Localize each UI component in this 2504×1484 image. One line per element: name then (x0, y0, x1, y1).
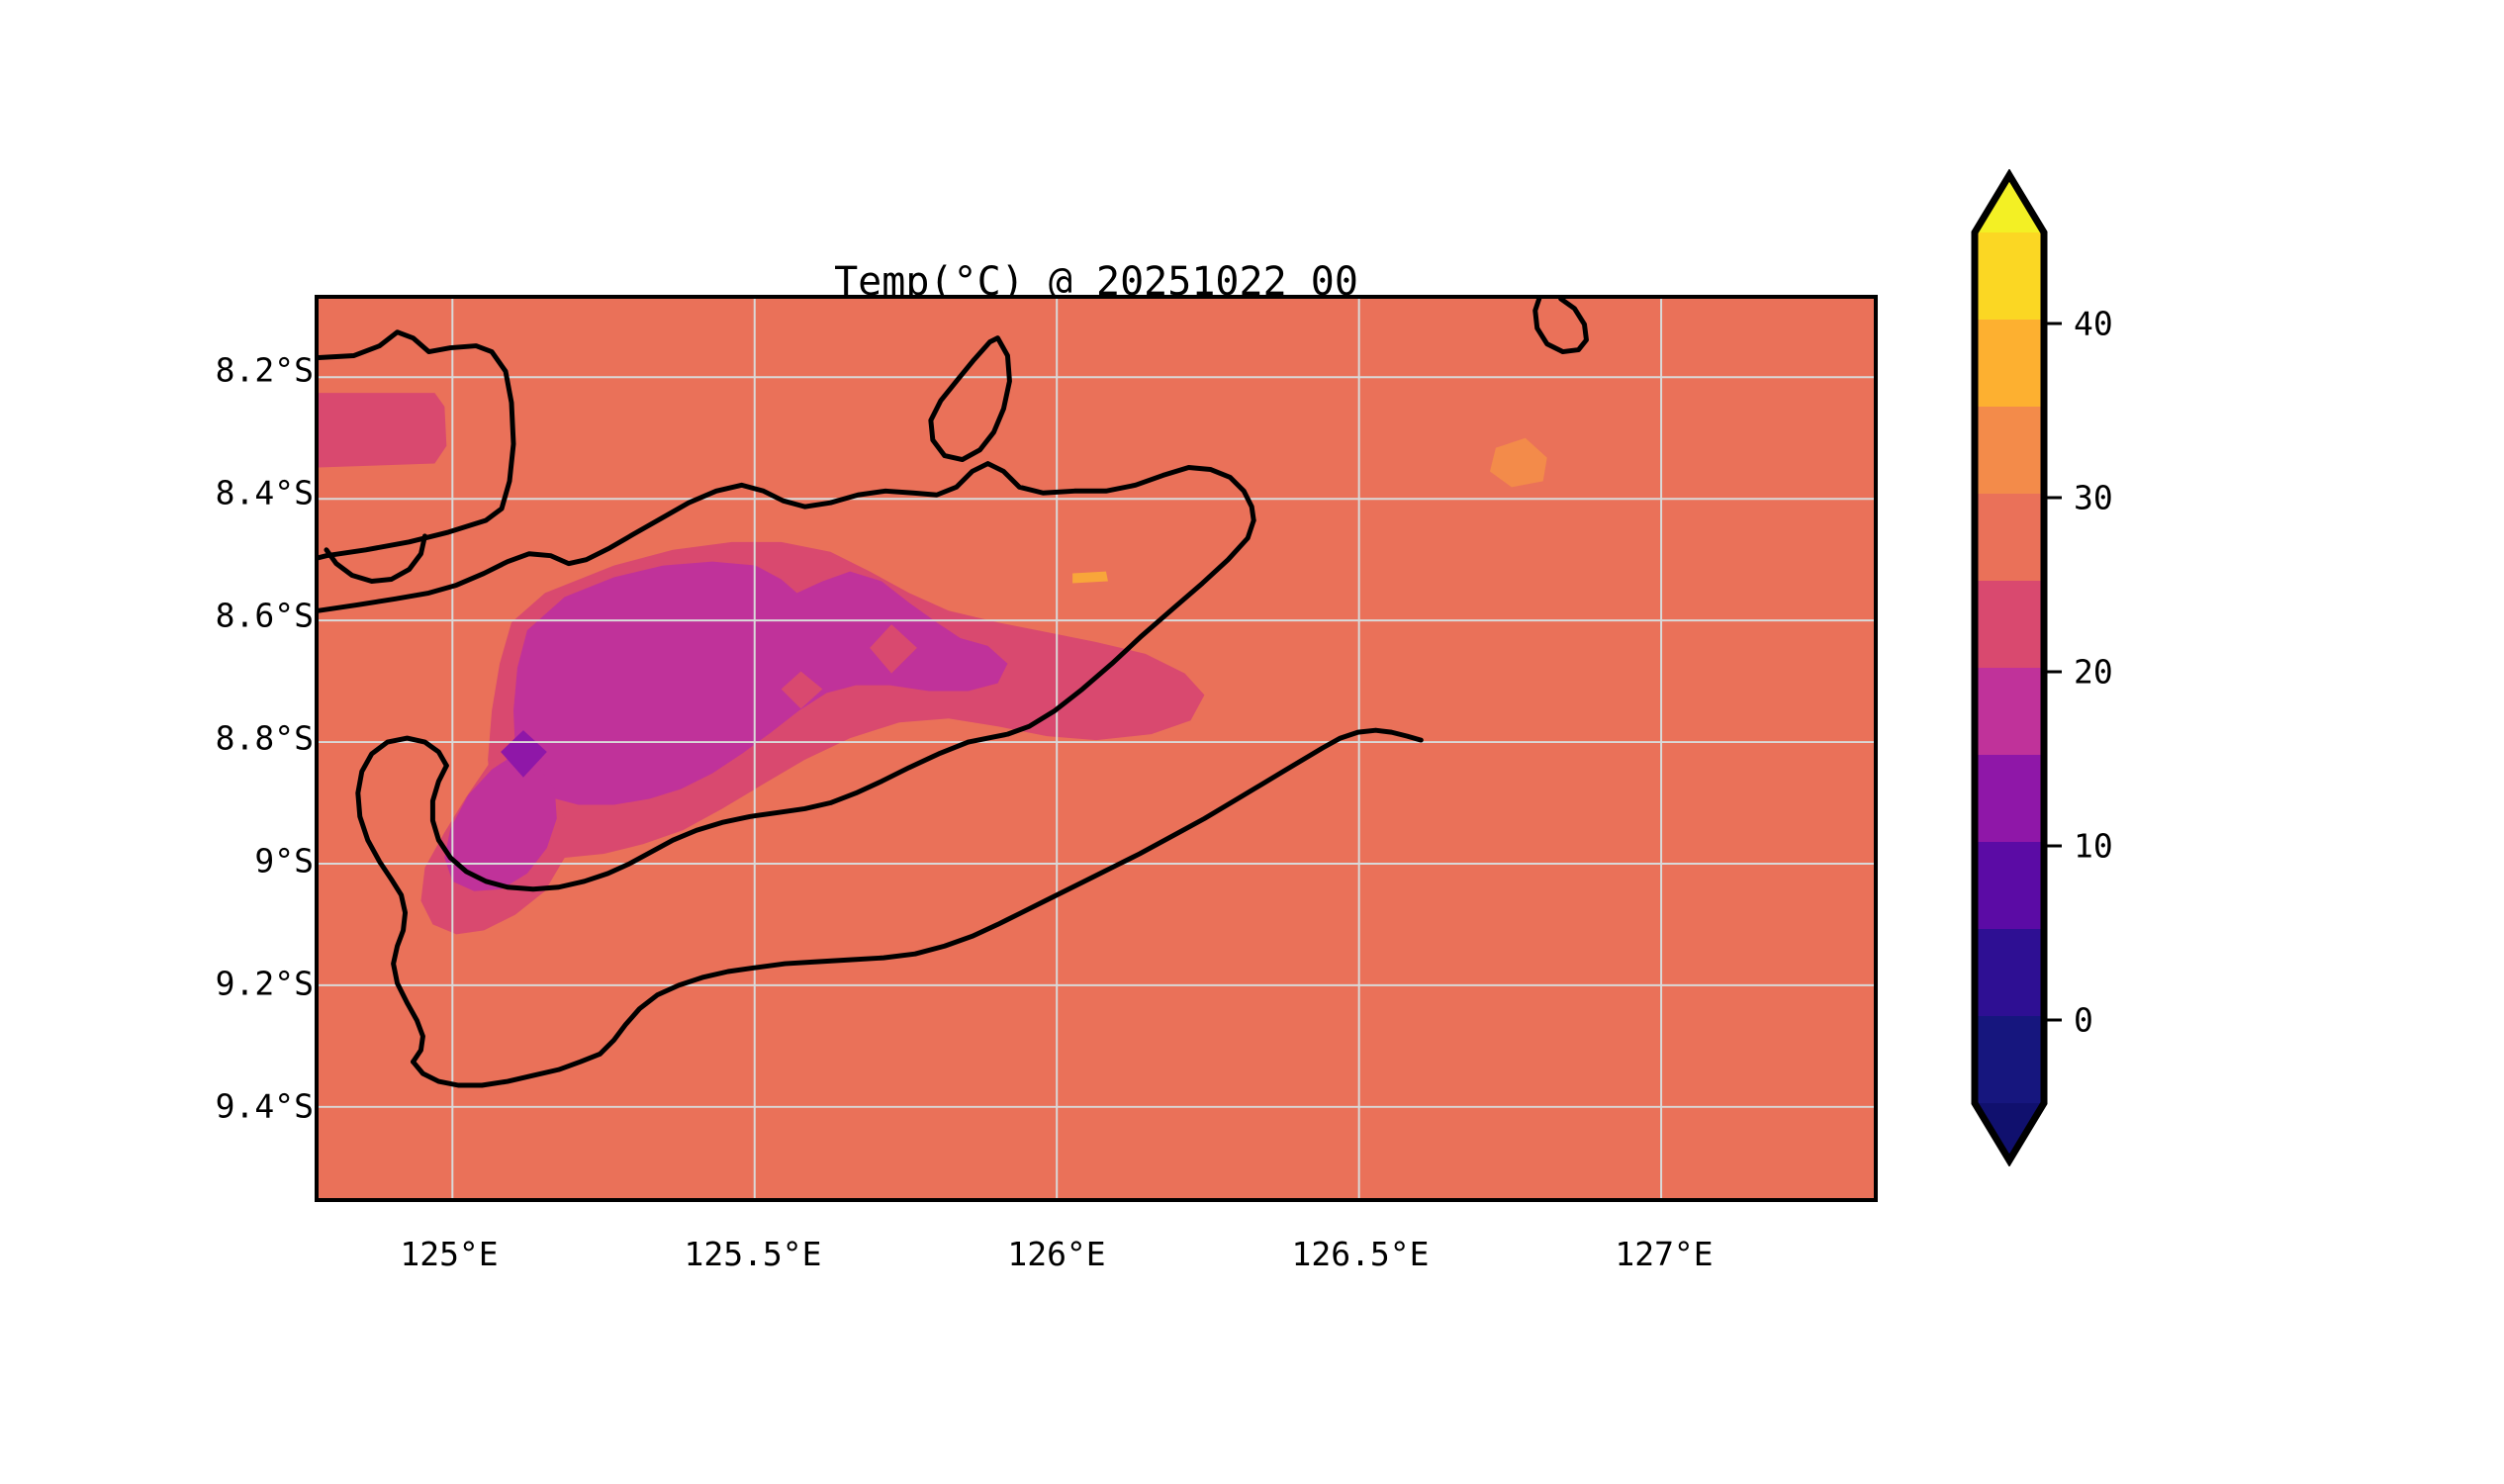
colorbar-ticklabel-40: 40 (2074, 304, 2113, 343)
colorbar-tickmark-0 (2044, 1018, 2062, 1022)
colorbar-ticklabel-0: 0 (2074, 1000, 2093, 1040)
colorbar-band-n5-0 (1975, 1016, 2044, 1103)
coastline-west-inlet (324, 533, 427, 584)
colorbar-band-20-25 (1975, 581, 2044, 668)
ytick-label-6: 9.4°S (215, 1086, 314, 1126)
colorbar-band-0-5 (1975, 929, 2044, 1016)
colorbar-extend-over (1975, 175, 2044, 232)
colorbar-tickmark-30 (2044, 496, 2062, 500)
contour-cell-30-35-north-coast (1489, 437, 1547, 488)
colorbar-outline (1971, 169, 2048, 1166)
colorbar-band-5-10 (1975, 842, 2044, 929)
xtick-label-3: 126.5°E (1291, 1235, 1430, 1273)
coastline-paths (319, 299, 1589, 1088)
colorbar[interactable] (1971, 169, 2048, 1166)
map-clip (319, 299, 1874, 1198)
map-axes[interactable] (315, 295, 1878, 1202)
ytick-label-0: 8.2°S (215, 350, 314, 390)
ytick-label-3: 8.8°S (215, 718, 314, 758)
contour-core-15-20-tail (444, 753, 557, 891)
ytick-label-2: 8.6°S (215, 596, 314, 635)
contour-cell-20-25-spot-a (781, 671, 823, 709)
colorbar-body (1971, 169, 2048, 1166)
ytick-label-1: 8.4°S (215, 473, 314, 512)
coastline-northeast-islet (1532, 299, 1589, 355)
colorbar-band-40-45 (1975, 232, 2044, 320)
colorbar-band-15-20 (1975, 668, 2044, 755)
colorbar-extend-under (1975, 1103, 2044, 1160)
coastline-timor-north (319, 461, 1256, 613)
colorbar-band-10-15 (1975, 755, 2044, 842)
contour-core-15-20 (512, 561, 1008, 805)
colorbar-band-35-40 (1975, 320, 2044, 407)
coastline-timor-east-cape (966, 517, 1256, 745)
colorbar-ticklabel-20: 20 (2074, 652, 2113, 692)
coastline-northwest-island (319, 329, 516, 561)
coastline-timor-southwest-peninsula (355, 735, 449, 1065)
colorbar-tickmark-10 (2044, 844, 2062, 848)
colorbar-ticklabel-30: 30 (2074, 478, 2113, 517)
coastline-timor-south (429, 739, 972, 892)
colorbar-ticklabel-10: 10 (2074, 826, 2113, 866)
xtick-label-1: 125.5°E (684, 1235, 822, 1273)
contour-patch-northwest-cool (319, 393, 447, 468)
map-gridlines (319, 299, 1874, 1198)
coastline-timor-south-west (411, 727, 1424, 1088)
ytick-label-4: 9°S (254, 841, 314, 881)
colorbar-tickmark-40 (2044, 322, 2062, 325)
xtick-label-0: 125°E (400, 1235, 499, 1273)
xtick-label-4: 127°E (1615, 1235, 1714, 1273)
colorbar-band-30-35 (1975, 407, 2044, 494)
colorbar-band-25-30 (1975, 494, 2044, 581)
xtick-label-2: 126°E (1007, 1235, 1106, 1273)
colorbar-tickmark-20 (2044, 670, 2062, 674)
contour-cell-20-25-spot-b (870, 624, 917, 674)
contour-cell-30-35-sliver (1072, 571, 1108, 584)
contour-map (319, 299, 1874, 1198)
coastline-atauro-island (928, 335, 1012, 463)
ytick-label-5: 9.2°S (215, 964, 314, 1003)
